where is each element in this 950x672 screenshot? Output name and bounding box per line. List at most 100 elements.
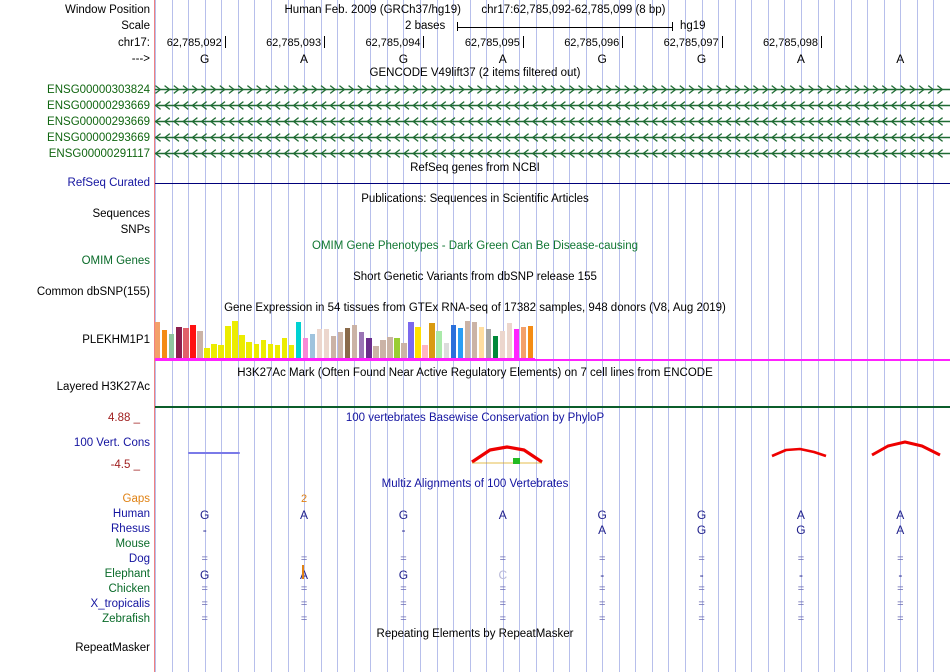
gencode-transcript-row[interactable] — [155, 147, 950, 160]
publications-track-title: Publications: Sequences in Scientific Ar… — [361, 193, 589, 205]
species-label-x_tropicalis[interactable]: X_tropicalis — [90, 598, 150, 610]
species-label-human[interactable]: Human — [112, 508, 150, 520]
multiz-base: - — [798, 568, 803, 582]
gtex-bar-chart[interactable] — [155, 320, 535, 360]
gtex-tissue-bar[interactable] — [267, 344, 273, 360]
gtex-tissue-bar[interactable] — [436, 331, 442, 360]
gtex-tissue-bar[interactable] — [232, 321, 238, 360]
gtex-tissue-bar[interactable] — [197, 331, 203, 360]
gtex-tissue-bar[interactable] — [253, 344, 259, 360]
gtex-tissue-bar[interactable] — [302, 338, 309, 360]
gtex-tissue-bar[interactable] — [380, 340, 386, 360]
gtex-tissue-bar[interactable] — [155, 322, 161, 360]
gtex-tissue-bar[interactable] — [295, 322, 302, 360]
gtex-tissue-bar[interactable] — [429, 323, 435, 360]
multiz-base: = — [598, 598, 606, 610]
conservation-axis-min: -4.5 _ — [0, 459, 140, 471]
gencode-gene-label[interactable]: ENSG00000293669 — [47, 116, 150, 128]
gtex-tissue-bar[interactable] — [211, 344, 217, 360]
gtex-tissue-bar[interactable] — [457, 328, 463, 360]
gtex-tissue-bar[interactable] — [478, 327, 485, 360]
gtex-tissue-bar[interactable] — [506, 323, 513, 360]
gencode-transcript-row[interactable] — [155, 83, 950, 96]
species-label-rhesus[interactable]: Rhesus — [111, 523, 150, 535]
gtex-tissue-bar[interactable] — [443, 343, 449, 360]
gtex-tissue-bar[interactable] — [415, 327, 421, 360]
label-gtex-gene[interactable]: PLEKHM1P1 — [82, 334, 150, 346]
species-label-elephant[interactable]: Elephant — [104, 568, 150, 580]
gencode-gene-label[interactable]: ENSG00000291117 — [48, 148, 150, 160]
gtex-tissue-bar[interactable] — [246, 342, 252, 360]
gtex-tissue-bar[interactable] — [260, 340, 266, 360]
gencode-transcript-row[interactable] — [155, 99, 950, 112]
species-label-mouse[interactable]: Mouse — [115, 538, 150, 550]
gtex-tissue-bar[interactable] — [337, 332, 344, 360]
label-gaps[interactable]: Gaps — [122, 493, 151, 505]
label-scale: Scale — [121, 20, 150, 32]
species-label-chicken[interactable]: Chicken — [108, 583, 150, 595]
gtex-tissue-bar[interactable] — [422, 345, 428, 360]
gtex-tissue-bar[interactable] — [408, 322, 414, 360]
gtex-tissue-bar[interactable] — [316, 329, 323, 360]
scale-text: 2 bases — [405, 20, 446, 32]
multiz-base: = — [598, 613, 606, 625]
gtex-tissue-bar[interactable] — [471, 322, 478, 360]
gtex-tissue-bar[interactable] — [450, 325, 456, 360]
gtex-tissue-bar[interactable] — [401, 343, 407, 360]
gtex-tissue-bar[interactable] — [183, 328, 189, 360]
gtex-tissue-bar[interactable] — [323, 329, 330, 360]
gencode-transcript-row[interactable] — [155, 115, 950, 128]
label-100-vert-cons[interactable]: 100 Vert. Cons — [73, 437, 150, 449]
gtex-tissue-bar[interactable] — [513, 329, 520, 360]
gtex-tissue-bar[interactable] — [520, 327, 527, 360]
gencode-transcript-row[interactable] — [155, 131, 950, 144]
label-snps[interactable]: SNPs — [120, 224, 150, 236]
multiz-base: = — [797, 598, 805, 610]
gtex-tissue-bar[interactable] — [359, 332, 365, 360]
species-label-zebrafish[interactable]: Zebrafish — [102, 613, 150, 625]
gtex-tissue-bar[interactable] — [345, 328, 351, 360]
multiz-base: A — [896, 523, 905, 537]
gtex-tissue-bar[interactable] — [225, 326, 231, 360]
gtex-tissue-bar[interactable] — [527, 326, 534, 360]
multiz-base: = — [598, 553, 606, 565]
gencode-gene-label[interactable]: ENSG00000293669 — [47, 100, 150, 112]
multiz-base: = — [400, 613, 407, 625]
gtex-tissue-bar[interactable] — [330, 336, 337, 360]
gtex-tissue-bar[interactable] — [218, 345, 224, 360]
label-layered-h3k27ac[interactable]: Layered H3K27Ac — [56, 381, 150, 393]
ruler-tick-mark — [622, 36, 624, 48]
gtex-tissue-bar[interactable] — [162, 330, 168, 360]
gtex-tissue-bar[interactable] — [394, 338, 400, 360]
gtex-tissue-bar[interactable] — [288, 345, 295, 360]
gtex-tissue-bar[interactable] — [281, 338, 288, 360]
label-window-position: Window Position — [64, 4, 150, 16]
gtex-tissue-bar[interactable] — [190, 325, 196, 360]
multiz-base: = — [897, 583, 904, 595]
gtex-tissue-bar[interactable] — [373, 346, 379, 360]
gtex-tissue-bar[interactable] — [176, 327, 182, 360]
gtex-tissue-bar[interactable] — [309, 334, 316, 360]
gtex-tissue-bar[interactable] — [387, 337, 393, 360]
species-label-dog[interactable]: Dog — [128, 553, 150, 565]
label-refseq-curated[interactable]: RefSeq Curated — [67, 177, 150, 189]
multiz-base: G — [200, 508, 210, 522]
gtex-tissue-bar[interactable] — [499, 331, 506, 360]
label-repeatmasker[interactable]: RepeatMasker — [75, 642, 150, 654]
gtex-tissue-bar[interactable] — [366, 338, 372, 360]
gtex-tissue-bar[interactable] — [352, 325, 358, 360]
label-sequences[interactable]: Sequences — [92, 208, 150, 220]
gencode-gene-label[interactable]: ENSG00000293669 — [47, 132, 150, 144]
label-common-dbsnp[interactable]: Common dbSNP(155) — [36, 286, 150, 298]
gtex-tissue-bar[interactable] — [274, 345, 281, 360]
gencode-gene-label[interactable]: ENSG00000303824 — [47, 84, 150, 96]
gtex-tissue-bar[interactable] — [492, 336, 499, 360]
gtex-tissue-bar[interactable] — [239, 335, 245, 360]
gtex-tissue-bar[interactable] — [169, 334, 175, 360]
gtex-tissue-bar[interactable] — [485, 329, 492, 360]
gtex-tissue-bar[interactable] — [464, 321, 471, 360]
gtex-tissue-bar[interactable] — [204, 348, 210, 360]
label-omim-genes[interactable]: OMIM Genes — [81, 255, 150, 267]
conservation-axis-max-tick: _ — [133, 412, 140, 424]
